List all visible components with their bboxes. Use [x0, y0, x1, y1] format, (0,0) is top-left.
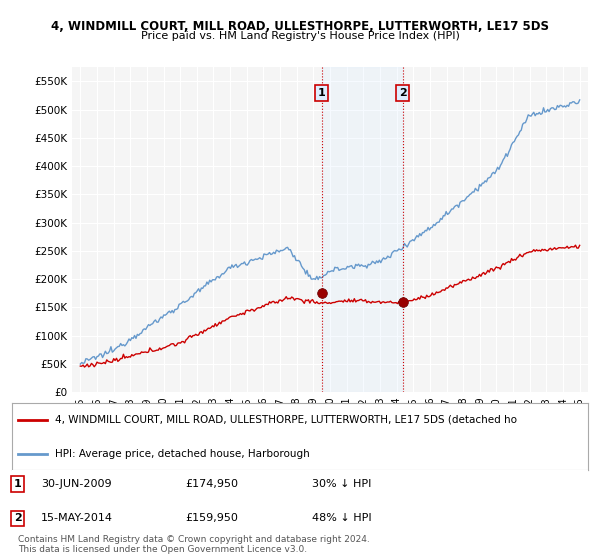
Text: 2: 2 [14, 514, 22, 524]
Text: 2: 2 [399, 88, 407, 98]
Text: 4, WINDMILL COURT, MILL ROAD, ULLESTHORPE, LUTTERWORTH, LE17 5DS (detached ho: 4, WINDMILL COURT, MILL ROAD, ULLESTHORP… [55, 415, 517, 425]
Text: 30% ↓ HPI: 30% ↓ HPI [311, 479, 371, 489]
Text: HPI: Average price, detached house, Harborough: HPI: Average price, detached house, Harb… [55, 449, 310, 459]
Text: Contains HM Land Registry data © Crown copyright and database right 2024.
This d: Contains HM Land Registry data © Crown c… [18, 535, 370, 554]
Text: Price paid vs. HM Land Registry's House Price Index (HPI): Price paid vs. HM Land Registry's House … [140, 31, 460, 41]
Bar [322, 67, 403, 392]
Text: 48% ↓ HPI: 48% ↓ HPI [311, 514, 371, 524]
Text: 30-JUN-2009: 30-JUN-2009 [41, 479, 112, 489]
Text: £159,950: £159,950 [185, 514, 238, 524]
Text: 4, WINDMILL COURT, MILL ROAD, ULLESTHORPE, LUTTERWORTH, LE17 5DS: 4, WINDMILL COURT, MILL ROAD, ULLESTHORP… [51, 20, 549, 32]
Text: 15-MAY-2014: 15-MAY-2014 [41, 514, 113, 524]
Text: £174,950: £174,950 [185, 479, 238, 489]
Text: 1: 1 [14, 479, 22, 489]
Text: 1: 1 [318, 88, 326, 98]
